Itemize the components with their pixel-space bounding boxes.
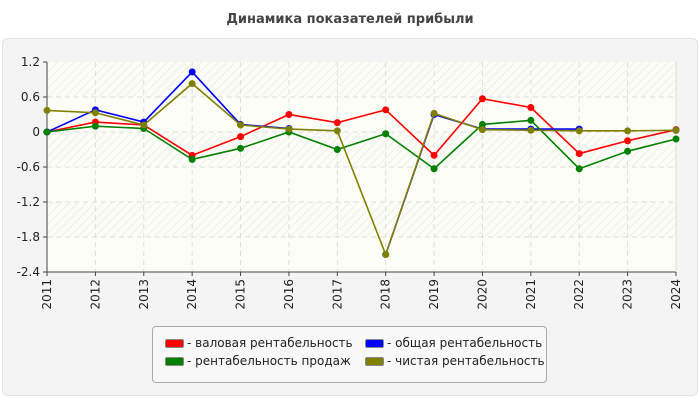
legend-swatch: [165, 356, 184, 366]
x-tick-label: 2024: [669, 279, 683, 310]
y-tick-label: 1.2: [21, 55, 40, 69]
data-point: [478, 126, 486, 134]
data-point: [188, 80, 196, 88]
data-point: [672, 126, 680, 134]
data-point: [43, 106, 51, 114]
x-tick-label: 2021: [524, 279, 538, 310]
data-point: [382, 106, 390, 114]
data-point: [575, 127, 583, 135]
y-tick-label: 0.6: [21, 90, 40, 104]
legend-item: - чистая рентабельность: [365, 354, 545, 368]
x-tick-label: 2013: [137, 279, 151, 310]
data-point: [430, 151, 438, 159]
data-point: [285, 125, 293, 133]
data-point: [575, 165, 583, 173]
legend-item: - рентабельность продаж: [165, 354, 351, 368]
x-tick-label: 2016: [282, 279, 296, 310]
y-tick-label: -1.2: [17, 195, 40, 209]
y-tick-label: -2.4: [17, 265, 40, 279]
series-line: [46, 82, 677, 257]
chart-title: Динамика показателей прибыли: [226, 12, 474, 27]
data-point: [91, 109, 99, 117]
x-tick-label: 2022: [572, 279, 586, 310]
data-point: [237, 121, 245, 129]
legend-label: - рентабельность продаж: [187, 354, 351, 368]
data-point: [333, 146, 341, 153]
y-tick-label: -1.8: [17, 230, 40, 244]
data-point: [188, 155, 196, 163]
data-point: [575, 150, 583, 158]
data-point: [91, 122, 99, 130]
data-point: [624, 147, 632, 155]
series-line: [46, 119, 677, 170]
x-tick-label: 2011: [40, 279, 54, 310]
data-point: [188, 68, 196, 76]
y-tick-label: -0.6: [17, 160, 40, 174]
legend-swatch: [365, 338, 384, 348]
data-point: [140, 121, 148, 129]
legend-swatch: [165, 338, 184, 348]
grid-band: [47, 62, 676, 97]
legend-label: - общая рентабельность: [387, 336, 543, 350]
grid-band: [47, 132, 676, 167]
y-tick-label: 0: [32, 125, 40, 139]
x-tick-label: 2018: [379, 279, 393, 310]
data-point: [672, 135, 680, 143]
data-point: [237, 144, 245, 152]
data-point: [624, 137, 632, 145]
legend: - валовая рентабельность - общая рентабе…: [152, 326, 547, 383]
data-point: [382, 130, 390, 138]
x-tick-label: 2020: [475, 279, 489, 310]
data-point: [333, 119, 341, 127]
data-point: [624, 127, 632, 135]
data-point: [478, 95, 486, 103]
data-point: [527, 104, 535, 111]
x-tick-label: 2012: [88, 279, 102, 310]
data-point: [527, 116, 535, 124]
x-tick-label: 2019: [427, 279, 441, 310]
legend-item: - валовая рентабельность: [165, 336, 353, 350]
legend-swatch: [365, 356, 384, 366]
x-tick-label: 2015: [234, 279, 248, 310]
x-tick-label: 2023: [621, 279, 635, 310]
x-tick-label: 2014: [185, 279, 199, 310]
legend-item: - общая рентабельность: [365, 336, 542, 350]
legend-label: - чистая рентабельность: [387, 354, 545, 368]
data-point: [430, 109, 438, 117]
data-point: [43, 128, 51, 136]
series-line: [46, 97, 677, 157]
x-tick-label: 2017: [330, 279, 344, 310]
data-point: [285, 111, 293, 118]
data-point: [333, 127, 341, 135]
data-point: [430, 165, 438, 173]
data-point: [382, 251, 390, 258]
grid-band: [47, 202, 676, 237]
data-point: [527, 126, 535, 134]
legend-label: - валовая рентабельность: [187, 336, 353, 350]
data-point: [478, 120, 486, 128]
data-point: [237, 133, 245, 141]
